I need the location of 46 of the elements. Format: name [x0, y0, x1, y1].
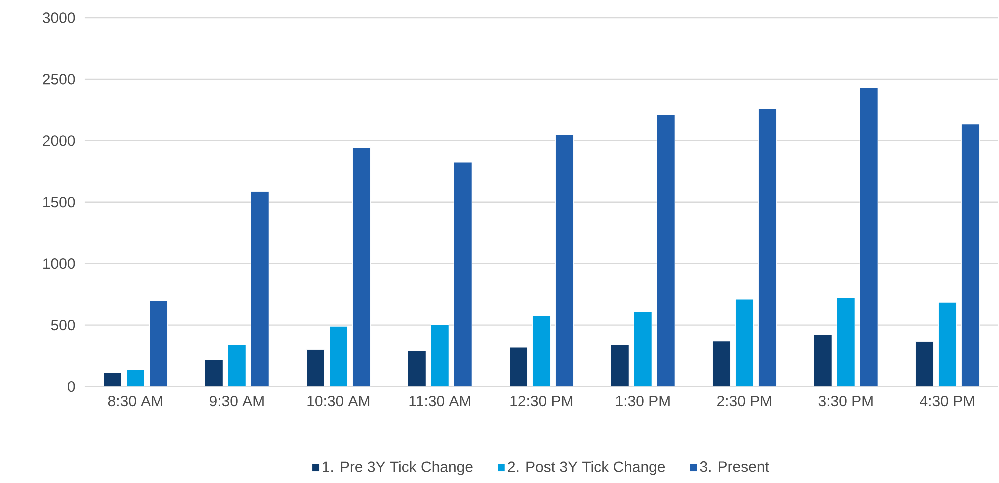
bar: [758, 108, 777, 387]
bar: [126, 370, 145, 387]
bar: [509, 347, 528, 387]
x-tick-label: 2:30 PM: [718, 396, 772, 407]
x-tick-label: 3:30 PM: [818, 396, 873, 407]
bar: [860, 88, 878, 387]
bar: [915, 342, 934, 387]
bar: [836, 297, 856, 387]
bar: [712, 341, 731, 387]
bar: [610, 344, 630, 387]
bar: [204, 360, 224, 387]
bar: [104, 373, 122, 387]
bar: [961, 124, 980, 387]
legend-label: 2. Post 3Y Tick Change: [508, 461, 666, 476]
bar: [430, 324, 450, 387]
legend-label: 3. Present: [700, 462, 770, 472]
y-tick-label: 3000: [42, 12, 76, 24]
bar: [555, 134, 574, 387]
bar: [634, 312, 652, 387]
y-tick-label: 0: [68, 382, 76, 392]
bar: [454, 162, 472, 387]
bar: [329, 326, 348, 387]
bar: [735, 299, 754, 387]
bar: [656, 114, 676, 387]
y-tick-label: 500: [51, 320, 76, 331]
bar: [250, 192, 270, 387]
x-tick-label: 8:30 AM: [108, 396, 162, 407]
bar: [408, 350, 426, 387]
y-tick-label: 2500: [43, 74, 76, 85]
x-tick-label: 4:30 PM: [920, 396, 974, 407]
bar: [149, 300, 168, 387]
bar: [352, 148, 371, 387]
y-tick-label: 1000: [44, 258, 76, 270]
bar: [814, 334, 832, 387]
bar: [306, 350, 325, 387]
bar: [938, 302, 957, 387]
x-tick-label: 10:30 AM: [308, 396, 370, 407]
y-tick-label: 2000: [43, 136, 76, 146]
bar: [228, 344, 246, 387]
x-tick-label: 1:30 PM: [616, 396, 670, 407]
y-tick-label: 1500: [44, 197, 76, 208]
x-tick-label: 9:30 AM: [210, 396, 264, 407]
x-tick-label: 12:30 PM: [510, 396, 573, 407]
legend-label: 1. Pre 3Y Tick Change: [323, 461, 473, 476]
x-tick-label: 11:30 AM: [410, 396, 470, 407]
bar: [532, 316, 551, 387]
